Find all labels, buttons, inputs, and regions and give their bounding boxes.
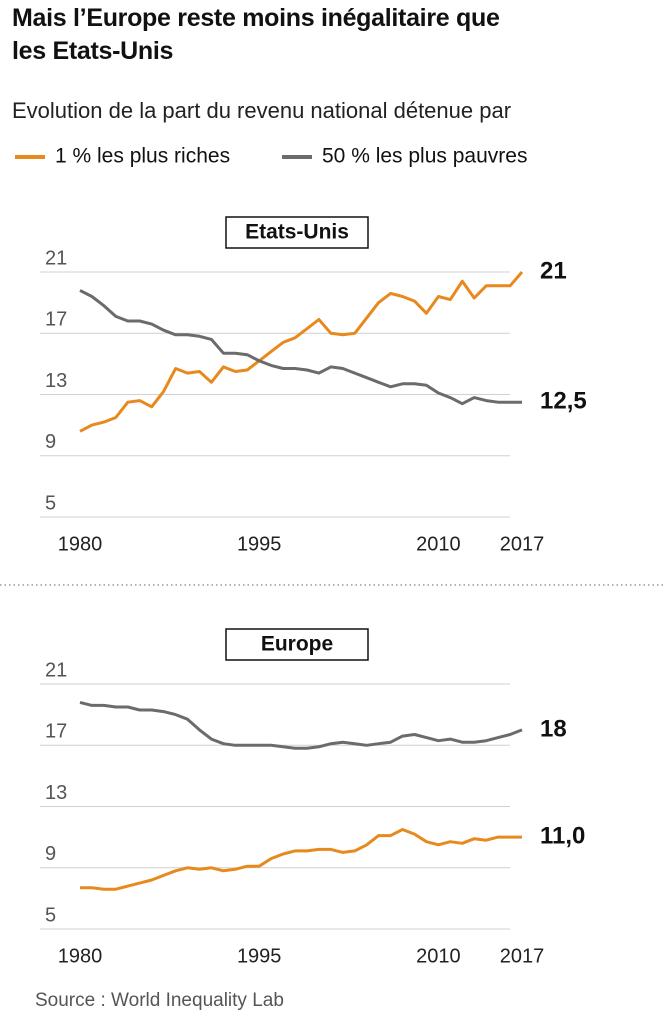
value-label: 18 <box>540 715 567 742</box>
series-line <box>80 828 522 891</box>
series-line <box>79 271 524 433</box>
x-tick-label: 1980 <box>58 533 103 555</box>
x-tick-label: 2010 <box>416 533 461 555</box>
series-line <box>79 289 522 406</box>
y-tick-label: 17 <box>45 309 67 331</box>
subtitle: Evolution de la part du revenu national … <box>12 98 512 123</box>
chart-title: Europe <box>261 633 333 656</box>
chart-title-box <box>225 216 369 249</box>
series-line <box>79 700 523 750</box>
y-tick-label: 13 <box>45 782 67 804</box>
y-tick-label: 21 <box>45 659 67 681</box>
x-tick-label: 2010 <box>416 945 461 967</box>
source: Source : World Inequality Lab <box>35 990 284 1011</box>
y-tick-label: 5 <box>45 904 56 926</box>
x-tick-label: 2017 <box>500 945 545 967</box>
y-tick-label: 5 <box>45 492 56 514</box>
y-tick-label: 17 <box>45 721 67 743</box>
x-tick-label: 1995 <box>237 533 282 555</box>
chart-title: Etats-Unis <box>245 221 349 244</box>
x-tick-label: 1980 <box>58 945 103 967</box>
title: Mais l’Europe reste moins inégalitaire q… <box>12 4 500 65</box>
y-tick-label: 13 <box>45 370 67 392</box>
y-tick-label: 9 <box>45 431 56 453</box>
y-tick-label: 9 <box>45 843 56 865</box>
legend-label: 50 % les plus pauvres <box>322 145 527 168</box>
value-label: 21 <box>540 257 567 284</box>
x-tick-label: 2017 <box>500 533 545 555</box>
x-tick-label: 1995 <box>237 945 282 967</box>
legend-label: 1 % les plus riches <box>55 145 230 168</box>
value-label: 11,0 <box>540 822 585 849</box>
chart-title-box <box>225 628 369 661</box>
y-tick-label: 21 <box>45 247 67 269</box>
value-label: 12,5 <box>540 388 587 415</box>
